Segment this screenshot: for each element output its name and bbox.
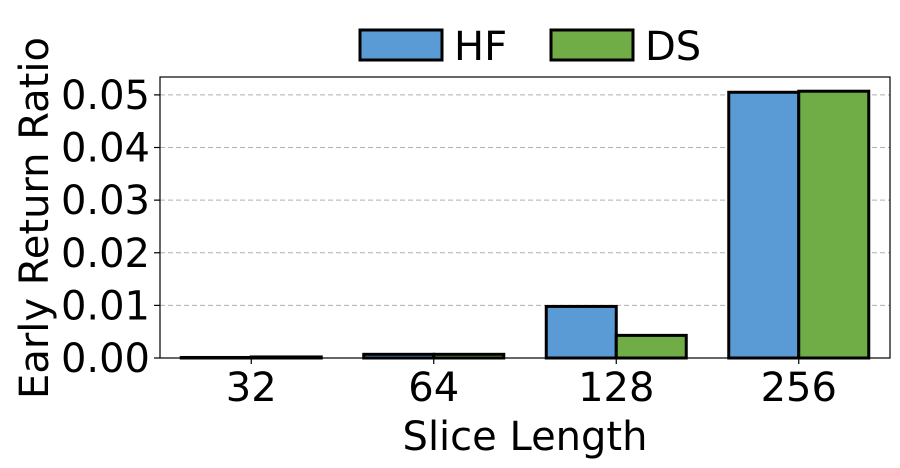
- bar-ds-128: [614, 333, 688, 360]
- y-tick-label: 0.03: [61, 178, 150, 224]
- legend-label-hf: HF: [454, 24, 507, 70]
- plot-frame: [159, 76, 891, 359]
- bar-hf-256: [727, 90, 801, 360]
- x-axis-title: Slice Length: [403, 414, 648, 460]
- x-tick-labels: 32 64 128 256: [226, 358, 837, 411]
- x-tick-label: 256: [761, 365, 837, 411]
- y-tick-label: 0.01: [61, 283, 150, 329]
- y-tick-label: 0.00: [61, 336, 150, 382]
- x-tick-label: 32: [226, 365, 277, 411]
- legend-label-ds: DS: [645, 24, 701, 70]
- bar-hf-128: [544, 304, 618, 360]
- legend-swatch-hf: [358, 28, 444, 62]
- y-tick-labels: 0.00 0.01 0.02 0.03 0.04 0.05: [61, 73, 160, 382]
- bars: [179, 89, 871, 360]
- y-tick-label: 0.05: [61, 73, 150, 119]
- legend-swatch-ds: [549, 28, 635, 62]
- x-tick-label: 128: [578, 365, 654, 411]
- x-tick-label: 64: [408, 365, 459, 411]
- legend: HF DS: [358, 24, 701, 70]
- y-axis-title: Early Return Ratio: [12, 37, 58, 399]
- y-tick-label: 0.02: [61, 231, 150, 277]
- y-tick-label: 0.04: [61, 126, 150, 172]
- bar-ds-256: [797, 89, 871, 360]
